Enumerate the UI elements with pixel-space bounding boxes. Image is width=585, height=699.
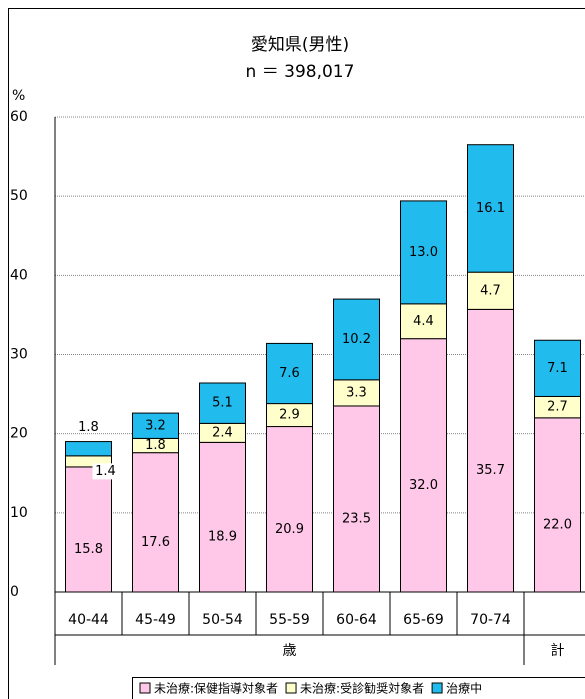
value-label: 3.2 (145, 418, 166, 433)
legend-label: 未治療:保健指導対象者 (154, 681, 278, 696)
value-label: 1.8 (78, 420, 99, 435)
value-label: 7.1 (547, 361, 568, 376)
bar-segment (199, 441, 246, 593)
value-label: 35.7 (476, 463, 505, 478)
y-tick-label: 30 (10, 347, 28, 363)
value-label: 15.8 (74, 542, 103, 557)
bar-segment (400, 200, 447, 305)
value-label: 22.0 (543, 517, 572, 532)
bar-segment (333, 298, 380, 381)
y-tick-label: 10 (10, 505, 28, 521)
chart-border (8, 8, 585, 699)
legend-swatch (431, 682, 443, 694)
legend-label: 未治療:受診勧奨対象者 (300, 681, 424, 696)
value-label: 18.9 (208, 530, 237, 545)
value-label: 1.4 (95, 464, 116, 479)
value-label: 17.6 (141, 535, 170, 550)
bar-segment (132, 452, 179, 593)
value-label: 23.5 (342, 511, 371, 526)
value-label: 7.6 (279, 366, 300, 381)
value-label: 4.7 (480, 283, 501, 298)
y-tick-label: 20 (10, 426, 28, 442)
chart-subtitle: n ＝ 398,017 (246, 62, 355, 82)
value-label-bg (92, 463, 119, 480)
x-tick-label: 60-64 (336, 612, 377, 628)
bar-segment (534, 417, 581, 593)
value-label: 20.9 (275, 522, 304, 537)
bar-segment (333, 405, 380, 593)
value-label: 4.4 (413, 314, 434, 329)
y-tick-label: 60 (10, 109, 28, 125)
legend-swatch (285, 682, 297, 694)
value-label: 13.0 (409, 245, 438, 260)
value-label: 32.0 (409, 478, 438, 493)
value-label: 3.3 (346, 385, 367, 400)
legend-label: 治療中 (446, 681, 482, 696)
y-tick-label: 0 (10, 584, 19, 600)
bar-segment (333, 379, 380, 407)
bar-segment (266, 426, 313, 593)
bar-segment (65, 466, 112, 593)
legend-swatch (139, 682, 151, 694)
bar-segment (266, 342, 313, 405)
x-tick-label: 40-44 (68, 612, 109, 628)
bar-segment (400, 338, 447, 593)
legend-box (132, 677, 585, 699)
value-label: 1.8 (145, 438, 166, 453)
value-label: 2.7 (547, 400, 568, 415)
x-tick-label: 45-49 (135, 612, 176, 628)
x-tick-label: 65-69 (403, 612, 444, 628)
x-group-label: 歳 (283, 643, 297, 659)
value-label: 16.1 (476, 201, 505, 216)
bar-segment (467, 144, 514, 273)
bar-segment (534, 339, 581, 397)
value-label: 2.9 (279, 408, 300, 423)
bar-segment (467, 308, 514, 593)
bar-segment (65, 441, 112, 457)
value-label: 10.2 (342, 332, 371, 347)
value-label: 5.1 (212, 396, 233, 411)
y-tick-label: 40 (10, 267, 28, 283)
x-tick-label: 50-54 (202, 612, 243, 628)
bar-segment (132, 412, 179, 439)
bar-segment (467, 271, 514, 310)
bar-segment (199, 382, 246, 424)
y-axis-label: % (12, 88, 25, 104)
x-tick-label: 55-59 (269, 612, 310, 628)
chart-title: 愛知県(男性) (251, 35, 349, 55)
y-tick-label: 50 (10, 188, 28, 204)
value-label: 2.4 (212, 425, 233, 440)
x-tick-label: 70-74 (470, 612, 511, 628)
x-group-label: 計 (551, 643, 565, 659)
